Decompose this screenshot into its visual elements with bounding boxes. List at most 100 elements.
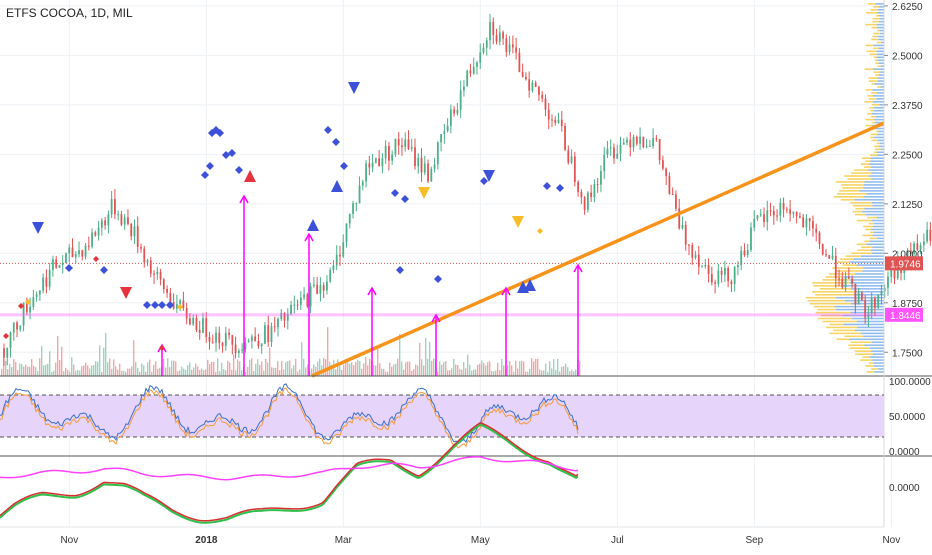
volume-profile-bar-up xyxy=(865,44,874,47)
candle-body xyxy=(802,217,805,228)
volume-profile-bar-up xyxy=(871,115,876,118)
volume-bar xyxy=(27,366,29,376)
candle-body xyxy=(639,136,641,144)
volume-bar xyxy=(75,370,77,376)
price-axis-label: 1.8750 xyxy=(892,299,923,310)
candle-body xyxy=(352,203,354,214)
volume-bar xyxy=(263,370,265,376)
candle-body xyxy=(737,265,739,268)
volume-profile-bar-down xyxy=(874,371,884,373)
signal-diamond xyxy=(151,301,159,309)
volume-profile-bar-up xyxy=(855,353,873,355)
volume-profile-bar-down xyxy=(854,198,884,201)
volume-profile-bar-up xyxy=(862,356,870,358)
volume-bar xyxy=(195,363,197,376)
candle-body xyxy=(410,147,413,149)
candle-body xyxy=(417,157,420,167)
volume-bar xyxy=(411,370,413,376)
volume-bar xyxy=(281,360,283,376)
candle-body xyxy=(221,343,224,346)
volume-profile-bar-down xyxy=(868,169,884,171)
volume-profile-bar-down xyxy=(872,225,884,228)
volume-bar xyxy=(17,370,19,376)
price-axis: 2.6250 2.5000 2.3750 2.2500 2.1250 2.0000 1.87… xyxy=(884,2,923,359)
volume-profile-bar-down xyxy=(873,109,884,112)
price-axis-label: 2.6250 xyxy=(892,2,923,13)
volume-bar xyxy=(233,354,235,376)
signal-diamond xyxy=(228,149,236,157)
volume-bar xyxy=(3,358,5,376)
volume-profile-bar-up xyxy=(870,133,877,136)
candle-body xyxy=(508,44,511,52)
signal-triangle-up xyxy=(244,170,256,182)
volume-bar xyxy=(451,368,453,376)
candle-body xyxy=(332,265,335,270)
volume-bar xyxy=(499,370,501,376)
volume-profile-bar-up xyxy=(815,293,854,296)
volume-profile-bar-up xyxy=(864,240,870,243)
volume-profile-bar-down xyxy=(879,103,884,106)
candle-body xyxy=(518,52,521,72)
candle-body xyxy=(857,292,860,305)
candle-body xyxy=(492,21,495,35)
candle-body xyxy=(756,215,759,219)
candle-body xyxy=(326,281,328,291)
volume-profile-bar-up xyxy=(809,302,851,305)
volume-bar xyxy=(271,367,273,376)
volume-profile-bar-up xyxy=(877,86,881,88)
volume-bar xyxy=(537,358,539,376)
candle-body xyxy=(423,163,426,173)
candle-body xyxy=(528,79,531,91)
candle-body xyxy=(355,203,358,205)
volume-bar xyxy=(163,359,165,376)
volume-bar xyxy=(5,360,7,376)
signal-diamond xyxy=(340,162,348,170)
volume-profile-bar-up xyxy=(822,320,857,323)
volume-bar xyxy=(355,361,357,376)
candle-body xyxy=(32,297,35,307)
candle-body xyxy=(277,318,279,328)
candle-body xyxy=(420,157,423,173)
signal-triangle-down xyxy=(120,287,132,299)
volume-profile-bar-up xyxy=(870,154,878,157)
candle-body xyxy=(453,109,456,114)
volume-bar xyxy=(213,361,215,376)
candle-body xyxy=(919,245,922,250)
signal-diamond xyxy=(65,264,73,272)
candle-body xyxy=(926,229,929,242)
candle-body xyxy=(642,136,645,147)
volume-profile-bar-up xyxy=(832,267,864,269)
candle-body xyxy=(498,32,501,42)
volume-bar xyxy=(571,369,573,376)
volume-profile-bar-up xyxy=(865,160,871,162)
candle-body xyxy=(3,348,5,358)
signal-diamond xyxy=(332,138,340,146)
candle-body xyxy=(195,317,198,330)
volume-bar xyxy=(177,371,179,376)
volume-bar xyxy=(439,361,441,376)
volume-profile-bar-up xyxy=(871,103,880,106)
candle-body xyxy=(782,203,785,210)
volume-profile-bar-up xyxy=(866,11,878,14)
volume-bar xyxy=(181,366,183,376)
volume-profile-bar-up xyxy=(813,305,835,308)
volume-bar xyxy=(401,361,403,376)
candle-body xyxy=(812,221,814,229)
volume-profile-bar-up xyxy=(835,181,865,183)
volume-bar xyxy=(113,359,115,376)
volume-bar xyxy=(69,371,71,376)
candle-body xyxy=(887,276,889,288)
candle-body xyxy=(916,243,919,250)
candles xyxy=(3,13,932,366)
stochastic-band xyxy=(0,395,884,437)
candle-body xyxy=(730,281,733,285)
candle-body xyxy=(515,47,518,53)
volume-bar xyxy=(89,368,91,376)
volume-bar xyxy=(37,371,39,376)
price-axis-label: 2.5000 xyxy=(892,51,923,62)
volume-bar xyxy=(495,370,497,376)
signal-diamond xyxy=(480,177,488,185)
volume-bar xyxy=(325,359,327,376)
volume-bar xyxy=(279,370,281,376)
